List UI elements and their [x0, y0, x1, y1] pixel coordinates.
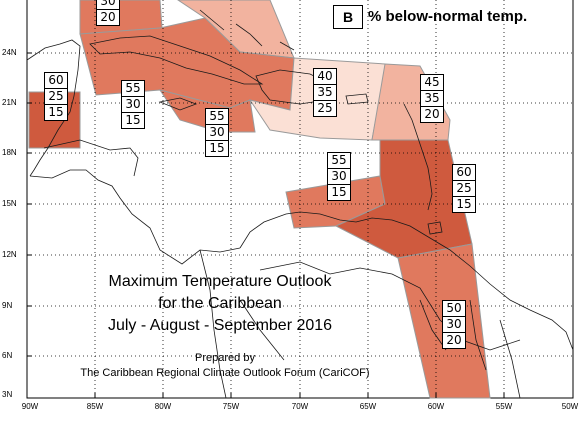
- prob-box-leeward: 45 35 20: [420, 74, 444, 123]
- prob-box-abc-islands: 55 30 15: [327, 152, 351, 201]
- map-title-line3: July - August - September 2016: [107, 317, 333, 334]
- legend-label: % below-normal temp.: [368, 8, 528, 25]
- prob-value-below: 15: [125, 113, 141, 127]
- coast-lesser-antilles: [403, 103, 433, 211]
- map-title-line2: for the Caribbean: [158, 295, 282, 312]
- coast-trinidad: [427, 221, 443, 235]
- prob-value-above: 55: [122, 81, 144, 97]
- lon-label-55w: 55W: [495, 402, 513, 411]
- coast-colombia: [199, 249, 285, 399]
- coast-bahamas: [199, 9, 295, 51]
- credit-line1: Prepared by: [195, 352, 255, 364]
- prob-value-normal: 35: [314, 85, 336, 101]
- lon-label-50w: 50W: [561, 402, 579, 411]
- prob-box-bahamas-south: 55 30 15: [205, 108, 229, 157]
- prob-value-below: 20: [446, 333, 462, 347]
- coast-guianas-rivers: [419, 299, 521, 399]
- coast-yucatan: [26, 39, 81, 177]
- prob-value-below: 15: [456, 197, 472, 211]
- prob-value-above: 50: [443, 301, 465, 317]
- prob-value-below: 15: [209, 141, 225, 155]
- prob-value-above: 55: [328, 153, 350, 169]
- lon-label-90w: 90W: [21, 402, 39, 411]
- legend-symbol: B: [333, 5, 363, 29]
- prob-value-below: 15: [331, 185, 347, 199]
- coast-jamaica: [158, 97, 198, 111]
- prob-value-above: 40: [314, 69, 336, 85]
- lon-label-80w: 80W: [154, 402, 172, 411]
- coast-south-america: [239, 211, 574, 351]
- prob-value-above: 60: [453, 165, 475, 181]
- prob-value-above: 60: [45, 73, 67, 89]
- prob-box-belize: 60 25 15: [44, 72, 68, 121]
- prob-value-normal: 25: [453, 181, 475, 197]
- prob-value-normal: 30: [328, 169, 350, 185]
- map-title-line1: Maximum Temperature Outlook: [108, 273, 332, 290]
- prob-box-hispaniola: 40 35 25: [313, 68, 337, 117]
- credit-line2: The Caribbean Regional Climate Outlook F…: [80, 367, 370, 379]
- prob-value-below: 15: [48, 105, 64, 119]
- prob-value-above: 45: [421, 75, 443, 91]
- lon-label-85w: 85W: [86, 402, 104, 411]
- lat-label-12n: 12N: [2, 250, 17, 259]
- lat-label-18n: 18N: [2, 148, 17, 157]
- prob-value-below: 20: [424, 107, 440, 121]
- prob-value-normal: 30: [122, 97, 144, 113]
- coast-venezuela-inland: [259, 261, 521, 351]
- prob-value-below: 20: [100, 10, 116, 24]
- lon-label-70w: 70W: [291, 402, 309, 411]
- coast-cuba: [89, 35, 264, 85]
- coast-puerto-rico: [345, 93, 369, 105]
- prob-value-normal: 35: [421, 91, 443, 107]
- lon-label-60w: 60W: [427, 402, 445, 411]
- coastlines: [26, 9, 574, 399]
- prob-box-cuba: 55 30 15: [121, 80, 145, 129]
- lat-label-6n: 6N: [2, 351, 13, 360]
- prob-box-top-left: 30 20: [96, 0, 120, 26]
- prob-value-above: 30: [97, 0, 119, 10]
- lon-label-75w: 75W: [222, 402, 240, 411]
- coast-central-america: [29, 169, 241, 265]
- region-windward: [334, 139, 473, 259]
- prob-value-above: 55: [206, 109, 228, 125]
- graticule: [27, 0, 573, 398]
- prob-value-below: 25: [317, 101, 333, 115]
- lat-label-3n: 3N: [2, 390, 13, 399]
- axis-ticks: [27, 52, 505, 398]
- lat-label-15n: 15N: [2, 199, 17, 208]
- prob-value-normal: 30: [206, 125, 228, 141]
- lat-label-21n: 21N: [2, 98, 17, 107]
- prob-value-normal: 25: [45, 89, 67, 105]
- lat-label-24n: 24N: [2, 48, 17, 57]
- lat-label-9n: 9N: [2, 301, 13, 310]
- prob-box-windward: 60 25 15: [452, 164, 476, 213]
- lon-label-65w: 65W: [359, 402, 377, 411]
- coast-honduras: [43, 139, 139, 177]
- prob-value-normal: 30: [443, 317, 465, 333]
- prob-box-guianas: 50 30 20: [442, 300, 466, 349]
